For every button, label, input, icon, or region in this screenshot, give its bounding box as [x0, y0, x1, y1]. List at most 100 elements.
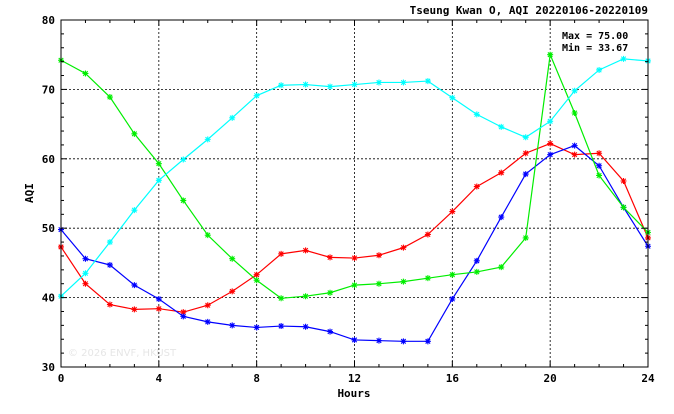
data-point — [596, 66, 603, 73]
data-point — [620, 55, 627, 62]
data-point — [204, 136, 211, 143]
x-tick-label: 0 — [58, 372, 65, 385]
data-point — [449, 208, 456, 215]
x-tick-label: 24 — [641, 372, 655, 385]
data-point — [596, 172, 603, 179]
data-point — [375, 79, 382, 86]
data-point — [375, 280, 382, 287]
data-point — [155, 295, 162, 302]
data-point — [596, 162, 603, 169]
y-tick-label: 80 — [42, 14, 55, 27]
data-point — [400, 79, 407, 86]
data-point — [180, 309, 187, 316]
data-point — [131, 130, 138, 137]
data-point — [522, 171, 529, 178]
y-tick-label: 30 — [42, 361, 55, 374]
data-point — [620, 178, 627, 185]
data-point — [351, 81, 358, 88]
data-point — [498, 123, 505, 130]
y-axis-label: AQI — [23, 183, 36, 203]
data-point — [180, 197, 187, 204]
data-point — [106, 301, 113, 308]
data-point — [449, 295, 456, 302]
min-label: Min = 33.67 — [562, 42, 628, 54]
data-point — [620, 204, 627, 211]
data-point — [351, 255, 358, 262]
y-tick-label: 40 — [42, 292, 55, 305]
watermark: © 2026 ENVF, HKUST — [68, 348, 177, 359]
data-point — [571, 109, 578, 116]
data-point — [327, 83, 334, 90]
data-point — [498, 214, 505, 221]
data-point — [82, 280, 89, 287]
data-point — [131, 282, 138, 289]
data-point — [253, 271, 260, 278]
data-point — [131, 306, 138, 313]
data-point — [327, 254, 334, 261]
data-point — [547, 51, 554, 58]
data-point — [302, 247, 309, 254]
data-point — [522, 150, 529, 157]
data-point — [351, 282, 358, 289]
data-point — [400, 244, 407, 251]
data-point — [82, 70, 89, 77]
data-point — [547, 151, 554, 158]
data-point — [473, 183, 480, 190]
data-point — [155, 305, 162, 312]
data-point — [473, 111, 480, 118]
chart-title: Tseung Kwan O, AQI 20220106-20220109 — [410, 4, 648, 17]
ticks: 0 4 8 12 16 20 24 30 40 50 60 70 80 — [42, 14, 655, 385]
data-point — [424, 338, 431, 345]
y-tick-label: 70 — [42, 83, 55, 96]
max-label: Max = 75.00 — [562, 31, 628, 42]
series-layer — [58, 51, 651, 345]
x-tick-label: 20 — [544, 372, 557, 385]
data-point — [571, 151, 578, 158]
data-point — [498, 169, 505, 176]
series-4 — [58, 55, 651, 300]
data-point — [155, 160, 162, 167]
data-point — [229, 288, 236, 295]
x-tick-label: 8 — [253, 372, 260, 385]
data-point — [204, 318, 211, 325]
data-point — [253, 92, 260, 99]
data-point — [400, 278, 407, 285]
y-tick-label: 50 — [42, 222, 55, 235]
data-point — [424, 78, 431, 85]
data-point — [106, 239, 113, 246]
y-tick-label: 60 — [42, 153, 55, 166]
data-point — [204, 302, 211, 309]
data-point — [253, 277, 260, 284]
data-point — [278, 250, 285, 257]
data-point — [204, 232, 211, 239]
data-point — [131, 207, 138, 214]
data-point — [547, 140, 554, 147]
data-point — [327, 289, 334, 296]
data-point — [302, 323, 309, 330]
data-point — [449, 271, 456, 278]
data-point — [302, 81, 309, 88]
data-point — [180, 156, 187, 163]
data-point — [278, 295, 285, 302]
data-point — [375, 252, 382, 259]
data-point — [400, 338, 407, 345]
data-point — [522, 234, 529, 241]
data-point — [522, 134, 529, 141]
data-point — [571, 87, 578, 94]
data-point — [327, 328, 334, 335]
series-line — [60, 144, 649, 342]
x-tick-label: 4 — [156, 372, 163, 385]
x-axis-label: Hours — [337, 387, 370, 400]
data-point — [253, 324, 260, 331]
grid — [61, 20, 648, 367]
data-point — [106, 261, 113, 268]
data-point — [547, 118, 554, 125]
data-point — [302, 293, 309, 300]
x-tick-label: 16 — [446, 372, 460, 385]
data-point — [82, 270, 89, 277]
data-point — [449, 94, 456, 101]
data-point — [155, 177, 162, 184]
data-point — [229, 114, 236, 121]
